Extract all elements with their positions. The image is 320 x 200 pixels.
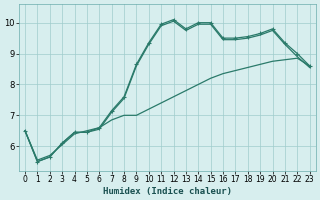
X-axis label: Humidex (Indice chaleur): Humidex (Indice chaleur) xyxy=(103,187,232,196)
